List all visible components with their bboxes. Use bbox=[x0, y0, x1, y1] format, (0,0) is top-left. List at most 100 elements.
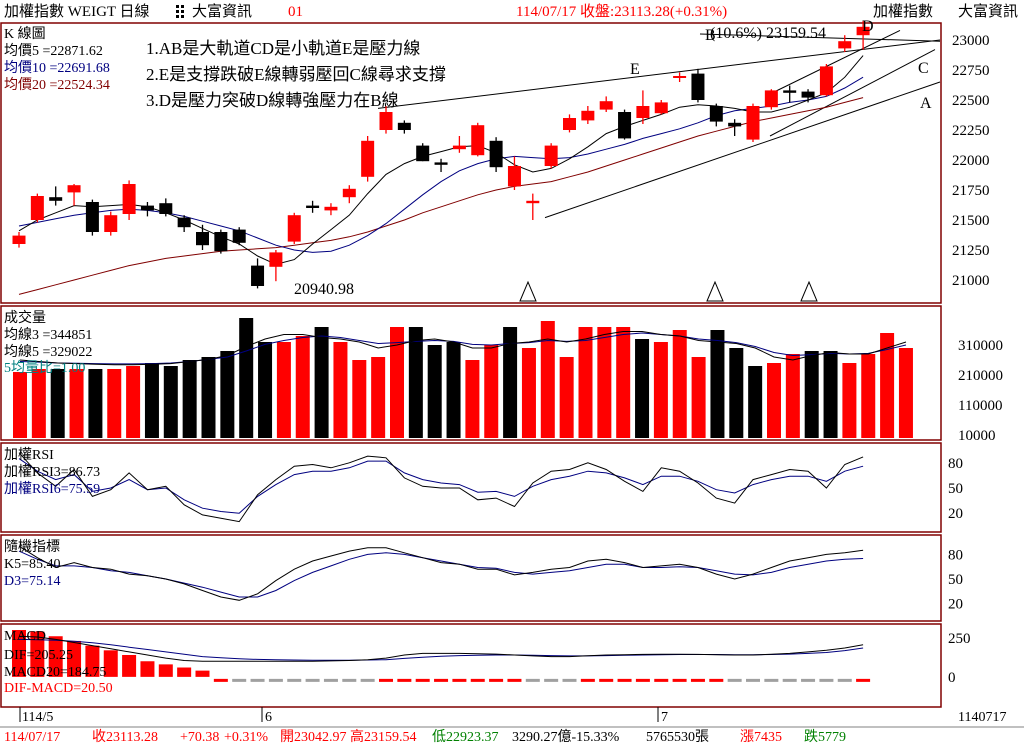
volume-bar-39 bbox=[748, 366, 763, 438]
footer-date: 114/07/17 bbox=[4, 730, 60, 745]
osc-bar-44 bbox=[819, 678, 834, 682]
candle-body-37 bbox=[691, 73, 705, 100]
osc-bar-28 bbox=[525, 678, 540, 682]
trendline-d bbox=[769, 29, 901, 95]
volume-title: 成交量 bbox=[4, 309, 46, 326]
candle-body-7 bbox=[140, 205, 154, 211]
volume-bar-21 bbox=[408, 327, 423, 438]
volume-bar-0 bbox=[13, 372, 27, 438]
k-label: K5=85.40 bbox=[4, 557, 61, 572]
osc-bar-5 bbox=[103, 650, 118, 677]
vol-ratio-label: 5均量比=1.00 bbox=[4, 360, 85, 376]
kline-title: K 線圖 bbox=[4, 26, 46, 42]
osc-bar-36 bbox=[672, 678, 687, 682]
ma20-line bbox=[18, 97, 864, 295]
candle-body-33 bbox=[618, 112, 632, 139]
candle-body-39 bbox=[728, 122, 742, 127]
osc-bar-24 bbox=[452, 678, 467, 682]
candle-body-27 bbox=[507, 166, 521, 187]
line-label-b: B bbox=[705, 27, 716, 44]
osc-bar-33 bbox=[617, 678, 632, 682]
line-label-d: D bbox=[862, 18, 874, 35]
candle-body-5 bbox=[104, 215, 118, 232]
candle-body-24 bbox=[452, 145, 466, 150]
volume-bar-14 bbox=[276, 342, 291, 438]
osc-bar-41 bbox=[764, 678, 779, 682]
candle-body-40 bbox=[746, 106, 760, 140]
candle-body-17 bbox=[324, 206, 338, 211]
kline-ytick-21250: 21250 bbox=[952, 243, 990, 259]
osc-bar-30 bbox=[562, 678, 577, 682]
kd-ytick-80: 80 bbox=[948, 547, 963, 563]
macd-ytick-250: 250 bbox=[948, 631, 971, 647]
x-label-end: 1140717 bbox=[958, 710, 1006, 725]
candle-body-26 bbox=[489, 140, 503, 168]
volume-bar-6 bbox=[126, 366, 141, 438]
kd-labels: 隨機指標 K5=85.40 D3=75.14 bbox=[4, 539, 61, 589]
candle-body-44 bbox=[819, 66, 833, 96]
osc-bar-29 bbox=[544, 678, 559, 682]
volume-bar-1 bbox=[31, 369, 46, 438]
rsi-labels: 加權RSI 加權RSI3=86.73 加權RSI6=75.59 bbox=[4, 447, 100, 497]
kd-frame bbox=[0, 534, 942, 622]
candle-body-11 bbox=[214, 232, 228, 252]
rsi-frame bbox=[0, 442, 942, 533]
ma5-label: 均價5 =22871.62 bbox=[4, 42, 103, 59]
note-3: 3.D是壓力突破D線轉強壓力在B線 bbox=[146, 91, 399, 110]
volume-bar-22 bbox=[427, 345, 442, 438]
low-price-label: 20940.98 bbox=[294, 281, 354, 298]
osc-bar-11 bbox=[213, 678, 228, 682]
volume-bar-23 bbox=[446, 342, 461, 438]
volume-bar-2 bbox=[50, 369, 65, 438]
trendline-a bbox=[544, 81, 941, 219]
candle-body-41 bbox=[764, 90, 778, 108]
vol-ma3-line bbox=[19, 331, 907, 366]
volume-bar-43 bbox=[823, 351, 838, 438]
osc-bar-9 bbox=[177, 667, 192, 677]
footer-down: 跌5779 bbox=[804, 729, 846, 745]
footer-shares: 5765530張 bbox=[646, 730, 709, 745]
rsi6-line bbox=[18, 458, 864, 514]
rsi-ytick-50: 50 bbox=[948, 481, 963, 497]
volume-ytick-10000: 10000 bbox=[958, 428, 996, 444]
header-right-source: 大富資訊 bbox=[958, 2, 1018, 20]
macd-line-label: MACD20=184.75 bbox=[4, 665, 106, 680]
footer-open: 開23042.97 bbox=[280, 730, 347, 745]
trendline-b bbox=[699, 33, 941, 42]
candle-body-1 bbox=[30, 196, 44, 220]
candle-body-34 bbox=[636, 106, 650, 118]
osc-bar-43 bbox=[801, 678, 816, 682]
note-2: 2.E是支撐跌破E線轉弱壓回C線尋求支撐 bbox=[146, 65, 446, 84]
candle-body-13 bbox=[251, 265, 265, 286]
line-label-c: C bbox=[918, 60, 929, 77]
volume-bar-12 bbox=[239, 318, 254, 438]
osc-bar-25 bbox=[470, 678, 485, 682]
volume-bar-30 bbox=[578, 327, 593, 438]
d-label: D3=75.14 bbox=[4, 574, 61, 589]
header-quote: 114/07/17 收盤:23113.28(+0.31%) bbox=[516, 3, 727, 20]
candle-body-2 bbox=[49, 197, 63, 201]
header-left: 加權指數 WEIGT 日線 bbox=[4, 3, 150, 20]
candle-body-31 bbox=[581, 110, 595, 121]
candle-body-4 bbox=[85, 202, 99, 232]
osc-bar-7 bbox=[140, 661, 155, 677]
volume-ytick-210000: 210000 bbox=[958, 368, 1003, 384]
rsi-title: 加權RSI bbox=[4, 447, 54, 463]
candle-body-43 bbox=[801, 91, 815, 98]
volume-bar-45 bbox=[861, 354, 876, 438]
macd-line bbox=[18, 638, 864, 661]
dif-line bbox=[18, 635, 864, 662]
rsi3-label: 加權RSI3=86.73 bbox=[4, 464, 100, 480]
osc-bar-3 bbox=[67, 640, 82, 677]
k-line bbox=[18, 545, 864, 601]
macd-title: MACD bbox=[4, 629, 46, 644]
vol-ma5-label: 均線5 =329022 bbox=[4, 344, 92, 360]
high-price-label: (10.6%) 23159.54 bbox=[710, 25, 826, 42]
volume-bar-28 bbox=[540, 321, 555, 438]
candle-body-20 bbox=[379, 112, 393, 130]
osc-bar-18 bbox=[342, 678, 357, 682]
notes: 1.AB是大軌道CD是小軌道E是壓力線 2.E是支撐跌破E線轉弱壓回C線尋求支撐… bbox=[146, 39, 446, 110]
footer-pct: +0.31% bbox=[224, 730, 268, 745]
volume-bar-38 bbox=[729, 348, 744, 438]
candle-body-0 bbox=[12, 235, 26, 244]
